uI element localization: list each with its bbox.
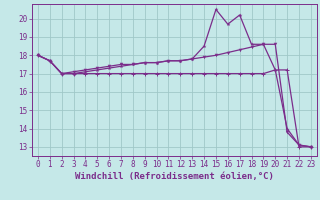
X-axis label: Windchill (Refroidissement éolien,°C): Windchill (Refroidissement éolien,°C) (75, 172, 274, 181)
